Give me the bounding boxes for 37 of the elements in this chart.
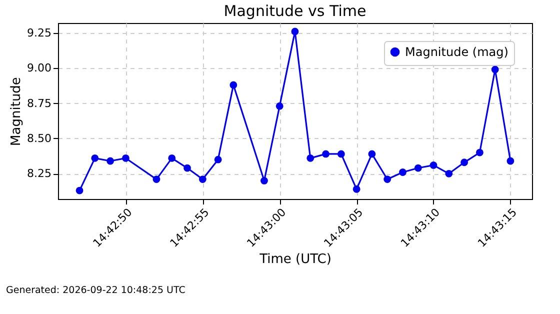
point (122, 154, 130, 162)
point (230, 81, 238, 89)
point (399, 168, 406, 176)
point (414, 164, 422, 172)
point (430, 162, 438, 169)
y-tick-label: 8.50 (27, 132, 52, 145)
point (214, 156, 222, 164)
point (291, 28, 299, 36)
point (506, 157, 514, 165)
point (384, 176, 392, 183)
point (322, 150, 330, 158)
point (184, 164, 191, 172)
y-axis-title: Magnitude (9, 77, 24, 146)
point (276, 102, 284, 110)
text: Generated: 2026-09-22 10:48:25 UTC (6, 285, 186, 296)
point (198, 176, 206, 183)
point (152, 176, 160, 183)
y-tick-label: 8.25 (27, 167, 52, 180)
point (368, 150, 376, 158)
y-tick-label: 9.25 (27, 26, 52, 40)
point (337, 150, 345, 158)
point (168, 154, 176, 162)
y-tick-label: 8.75 (27, 96, 52, 110)
point (352, 185, 360, 193)
y-tick-label: 9.00 (27, 62, 52, 75)
point (445, 170, 453, 178)
point (260, 176, 268, 184)
x-axis-title: Time (UTC) (258, 252, 332, 268)
point (106, 157, 114, 165)
legend-label: Magnitude (mag) (405, 45, 508, 59)
point (306, 154, 314, 162)
point (460, 158, 468, 166)
point (76, 186, 84, 194)
point (476, 148, 484, 156)
point (91, 154, 99, 162)
point (491, 66, 499, 74)
chart-title: Magnitude vs Time (224, 2, 366, 20)
